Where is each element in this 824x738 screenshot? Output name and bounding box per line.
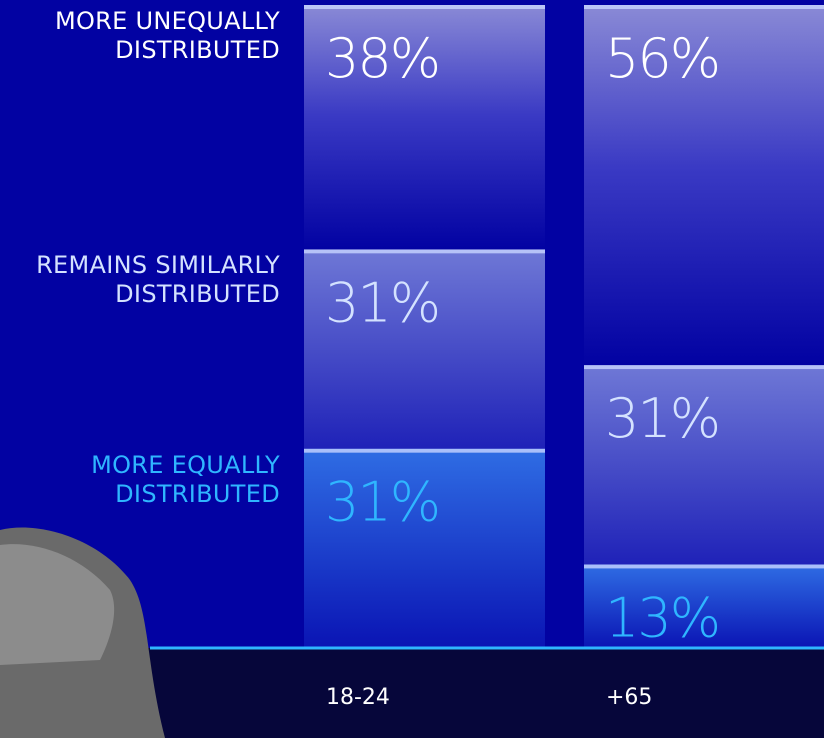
segment-edge bbox=[584, 5, 824, 9]
x-tick-label: 18-24 bbox=[326, 685, 390, 710]
chart: 31% 31% 38% 18-24 13% 31% 56% +65 bbox=[0, 0, 824, 738]
legend-label: MORE EQUALLY DISTRIBUTED bbox=[2, 451, 280, 509]
value-label: 56% bbox=[605, 27, 719, 90]
segment-edge bbox=[584, 564, 824, 568]
page: 31% 31% 38% 18-24 13% 31% 56% +65 MORE EQUALLY … bbox=[0, 0, 824, 738]
segment-edge bbox=[584, 365, 824, 369]
value-label: 38% bbox=[325, 27, 439, 90]
legend-label: REMAINS SIMILARLY DISTRIBUTED bbox=[2, 251, 280, 309]
value-label: 31% bbox=[325, 271, 439, 334]
value-label: 31% bbox=[325, 471, 439, 534]
segment-edge bbox=[304, 5, 545, 9]
value-label: 31% bbox=[605, 387, 719, 450]
legend-label: MORE UNEQUALLY DISTRIBUTED bbox=[2, 7, 280, 65]
segment-edge bbox=[304, 249, 545, 253]
value-label: 13% bbox=[605, 586, 719, 649]
x-tick-label: +65 bbox=[606, 685, 652, 710]
segment-edge bbox=[304, 449, 545, 453]
